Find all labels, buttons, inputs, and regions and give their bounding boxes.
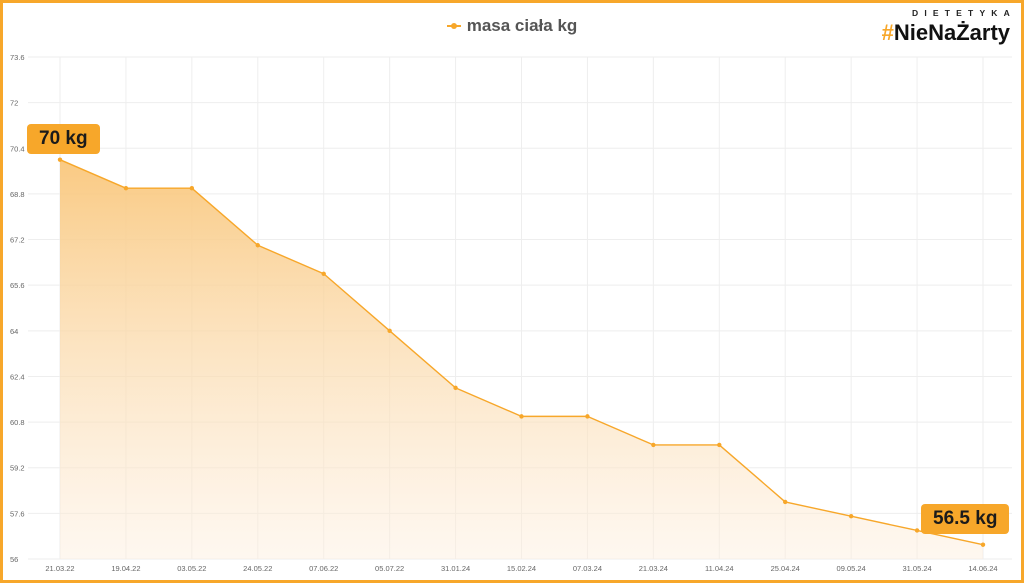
data-point-9 [651,442,656,448]
data-point-7 [519,414,524,419]
x-tick-label-4: 07.06.22 [309,564,338,573]
data-point-11 [783,499,788,505]
logo-name: NieNaŻarty [893,20,1010,45]
x-axis-ticks: 21.03.22 19.04.22 03.05.22 24.05.22 07.06.22… [45,564,997,573]
y-tick-label-3: 60.8 [10,418,25,427]
point-layer [57,157,986,547]
x-tick-label-12: 09.05.24 [837,564,866,573]
y-tick-label-5: 64 [10,327,18,336]
logo-hash: # [881,20,894,45]
x-tick-label-14: 14.06.24 [968,564,997,573]
x-tick-label-5: 05.07.22 [375,564,404,573]
x-tick-label-0: 21.03.22 [45,564,74,573]
y-tick-label-11: 73.6 [10,53,25,62]
y-tick-label-6: 65.6 [10,281,25,290]
x-tick-label-11: 25.04.24 [771,564,800,573]
y-tick-label-9: 70.4 [10,144,25,153]
data-point-10 [717,442,722,448]
data-point-13 [914,528,920,533]
legend-series-marker [446,21,461,31]
logo-wordmark: #NieNaŻarty [882,20,1010,46]
x-tick-label-1: 19.04.22 [111,564,140,573]
end-weight-callout: 56.5 kg [921,504,1010,534]
data-point-14 [980,542,986,547]
y-tick-label-1: 57.6 [10,509,25,518]
data-point-3 [255,243,260,248]
legend-series-label: masa ciała kg [466,16,578,35]
y-tick-label-4: 62.4 [10,372,25,381]
x-tick-label-2: 03.05.22 [177,564,206,573]
x-tick-label-9: 21.03.24 [639,564,668,573]
x-tick-label-8: 07.03.24 [573,564,602,573]
y-tick-label-10: 72 [10,99,18,108]
y-tick-label-8: 68.8 [10,190,25,199]
x-tick-label-13: 31.05.24 [902,564,931,573]
y-tick-label-0: 56 [10,555,18,564]
logo-subtitle: DIETETYKA [912,8,1016,18]
series-area-fill [60,159,983,559]
x-tick-label-6: 31.01.24 [441,564,470,573]
data-point-1 [123,186,129,191]
start-weight-callout: 70 kg [27,124,100,154]
x-tick-label-10: 11.04.24 [705,564,734,573]
y-tick-label-2: 59.2 [10,464,25,473]
data-point-6 [453,385,458,391]
data-point-4 [321,271,326,276]
data-point-8 [585,414,590,419]
data-point-12 [848,514,854,519]
y-tick-label-7: 67.2 [10,236,25,245]
data-point-5 [387,328,392,334]
x-tick-label-7: 15.02.24 [507,564,536,573]
brand-logo: DIETETYKA #NieNaŻarty [882,8,1010,46]
data-point-2 [189,186,195,191]
data-point-0 [57,157,63,162]
chart-legend[interactable]: masa ciała kg [0,16,1024,36]
y-axis-ticks: 56 57.6 59.2 60.8 62.4 64 65.6 67.2 68.8 70.4 72 73… [10,53,25,564]
x-tick-label-3: 24.05.22 [243,564,272,573]
